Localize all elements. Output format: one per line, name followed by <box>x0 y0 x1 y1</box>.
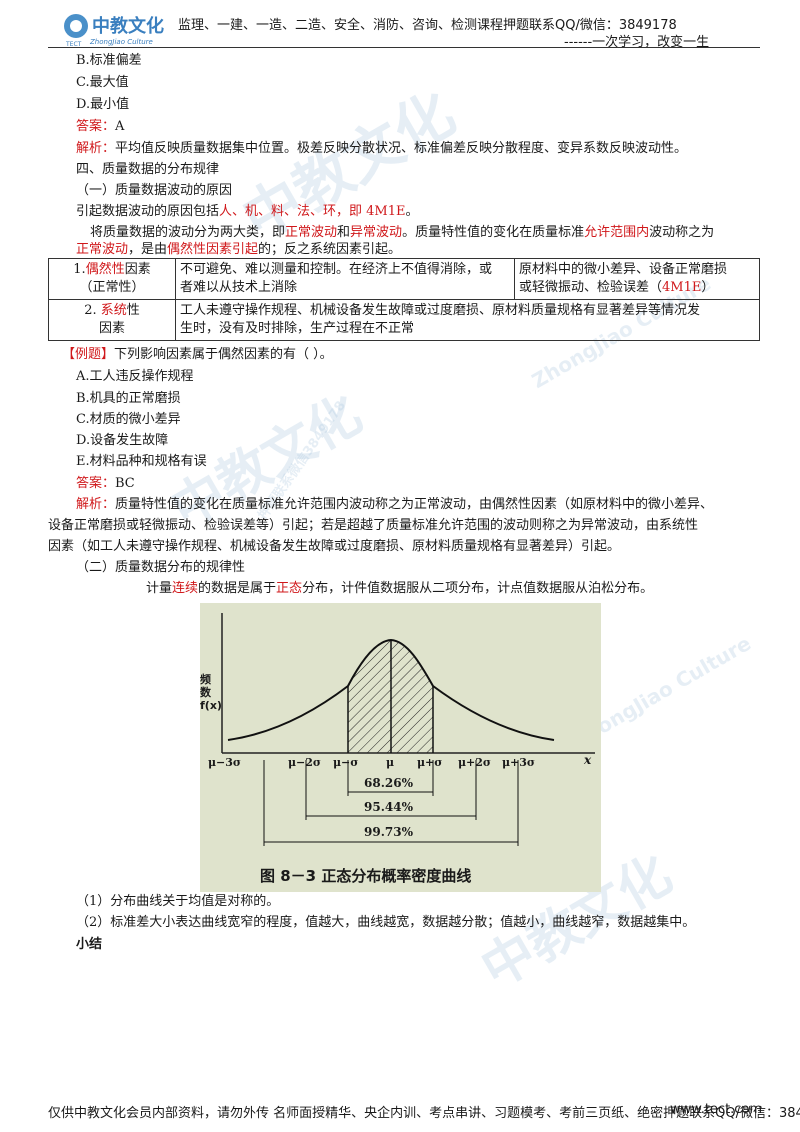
table-cell: 2. 系统性 因素 <box>48 299 176 341</box>
analysis-text: 平均值反映质量数据集中位置。极差反映分散状况、标准偏差反映分散程度、变异系数反映… <box>115 141 688 156</box>
tick-label: μ−σ <box>333 756 359 769</box>
page-footer: 仅供中教文化会员内部资料，请勿外传 名师面授精华、央企内训、考点串讲、习题模考、… <box>48 1106 800 1121</box>
note-2: （2）标准差大小表达曲线宽窄的程度，值越大，曲线越宽，数据越分散；值越小，曲线越… <box>76 915 696 930</box>
x-axis-label: x <box>584 753 592 767</box>
tick-label: μ+σ <box>417 756 443 769</box>
header-slogan: ------一次学习，改变一生 <box>564 35 710 50</box>
analysis-1: 解析：平均值反映质量数据集中位置。极差反映分散状况、标准偏差反映分散程度、变异系… <box>76 140 687 158</box>
table-row: 1.偶然性因素 （正常性） 不可避免、难以测量和控制。在经济上不值得消除，或 者难以… <box>48 258 760 300</box>
pct-label: 68.26% <box>364 776 413 790</box>
header-divider <box>48 47 760 48</box>
header-title: 监理、一建、一造、二造、安全、消防、咨询、检测课程押题联系QQ/微信：38491… <box>178 18 677 33</box>
fluctuation-paragraph-line2: 正常波动，是由偶然性因素引起的；反之系统因素引起。 <box>76 242 402 257</box>
answer-value: A <box>115 119 125 134</box>
analysis-label: 解析： <box>76 141 116 156</box>
factor-table: 1.偶然性因素 （正常性） 不可避免、难以测量和控制。在经济上不值得消除，或 者难以… <box>48 258 760 341</box>
distribution-paragraph: 计量连续的数据是属于正态分布，计件值数据服从二项分布，计点值数据服从泊松分布。 <box>146 581 654 596</box>
analysis-2-line2: 设备正常磨损或轻微振动、检验误差等）引起；若是超越了质量标准允许范围的波动则称之… <box>48 518 699 533</box>
table-cell: 原材料中的微小差异、设备正常磨损 或轻微振动、检验误差（4M1E） <box>514 258 760 300</box>
example-question: 【例题】下列影响因素属于偶然因素的有（ ）。 <box>62 347 333 362</box>
cause-paragraph: 引起数据波动的原因包括人、机、料、法、环，即 4M1E。 <box>76 204 419 219</box>
option-a: A.工人违反操作规程 <box>76 369 194 384</box>
subsection-heading: （一）质量数据波动的原因 <box>76 183 233 198</box>
answer-label: 答案： <box>76 119 116 134</box>
brand-logo: 中教文化 ZhongJiao Culture TECT <box>62 8 172 48</box>
tick-label: μ+3σ <box>502 756 536 769</box>
answer-1: 答案：A <box>76 118 124 136</box>
option-c: C.最大值 <box>76 75 129 90</box>
option-d: D.设备发生故障 <box>76 433 169 448</box>
answer-2: 答案：BC <box>76 476 135 491</box>
analysis-2-line1: 解析：质量特性值的变化在质量标准允许范围内波动称之为正常波动，由偶然性因素（如原… <box>76 497 714 512</box>
fluctuation-paragraph-line1: 将质量数据的波动分为两大类，即正常波动和异常波动。质量特性值的变化在质量标准允许… <box>90 225 715 240</box>
option-e: E.材料品种和规格有误 <box>76 454 207 469</box>
analysis-2-line3: 因素（如工人未遵守操作规程、机械设备发生故障或过度磨损、原材料质量规格有显著差异… <box>48 539 621 554</box>
table-cell: 1.偶然性因素 （正常性） <box>48 258 176 300</box>
y-axis-label: 频数 f(x) <box>200 673 222 712</box>
option-b: B.机具的正常磨损 <box>76 391 181 406</box>
option-b: B.标准偏差 <box>76 53 142 68</box>
tick-label: μ−3σ <box>208 756 242 769</box>
option-c: C.材质的微小差异 <box>76 412 181 427</box>
pct-label: 95.44% <box>364 800 413 814</box>
option-d: D.最小值 <box>76 97 130 112</box>
figure-caption: 图 8－3 正态分布概率密度曲线 <box>260 867 472 885</box>
note-1: （1）分布曲线关于均值是对称的。 <box>76 894 280 909</box>
tick-label: μ−2σ <box>288 756 322 769</box>
summary-heading: 小结 <box>76 937 103 952</box>
table-cell: 不可避免、难以测量和控制。在经济上不值得消除，或 者难以从技术上消除 <box>175 258 515 300</box>
svg-text:中教文化: 中教文化 <box>92 15 164 37</box>
section-heading: 四、质量数据的分布规律 <box>76 162 220 177</box>
svg-text:ZhongJiao Culture: ZhongJiao Culture <box>89 38 153 46</box>
footer-website: www.tect.com <box>670 1102 763 1117</box>
svg-text:TECT: TECT <box>65 41 82 48</box>
tick-label: μ+2σ <box>458 756 492 769</box>
subsection-heading: （二）质量数据分布的规律性 <box>76 560 246 575</box>
table-row: 2. 系统性 因素 工人未遵守操作规程、机械设备发生故障或过度磨损、原材料质量规格… <box>48 299 760 341</box>
example-tag: 【例题】 <box>62 347 115 362</box>
tick-label: μ <box>386 756 395 769</box>
normal-distribution-figure: 频数 f(x) x μ−3σ μ−2σ μ−σ μ μ+σ μ+2σ μ+3σ … <box>200 603 601 892</box>
pct-label: 99.73% <box>364 825 413 839</box>
table-cell: 工人未遵守操作规程、机械设备发生故障或过度磨损、原材料质量规格有显著差异等情况发… <box>175 299 760 341</box>
